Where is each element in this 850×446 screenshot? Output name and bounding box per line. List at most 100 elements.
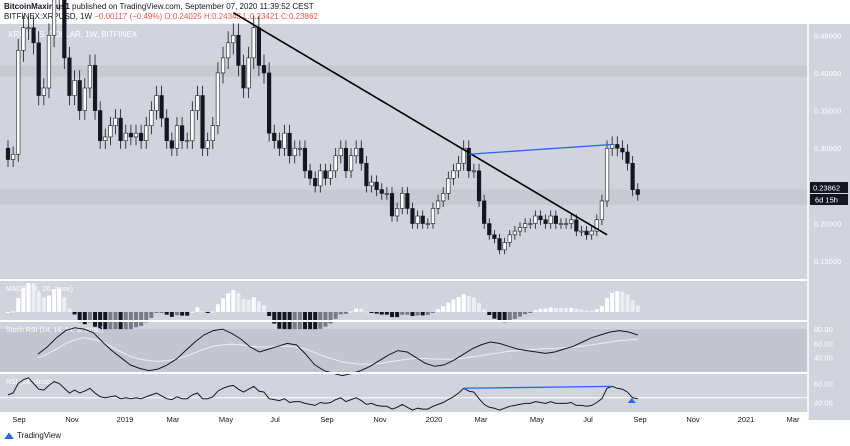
candle-body — [328, 170, 333, 179]
macd-histogram-bar — [57, 288, 62, 312]
macd-histogram-bar — [72, 312, 77, 315]
macd-histogram-bar — [144, 312, 149, 323]
candle-body — [113, 117, 118, 126]
macd-histogram-bar — [164, 312, 169, 315]
candle-body — [21, 27, 26, 51]
candle-body — [169, 140, 174, 149]
candle-body — [220, 57, 226, 74]
candle-body — [51, 0, 57, 36]
candle-body — [502, 242, 507, 251]
macd-histogram-bar — [553, 307, 558, 312]
candles — [5, 0, 640, 255]
candle-body — [179, 125, 185, 142]
published-text: published on TradingView.com, September … — [72, 2, 314, 11]
candle-body — [92, 65, 98, 111]
candle-body — [128, 132, 133, 138]
candle-body — [348, 155, 354, 172]
candle-body — [497, 238, 502, 251]
time-tick-label: 2019 — [117, 415, 134, 424]
candle-body — [446, 178, 451, 194]
price-axis[interactable] — [808, 24, 850, 420]
candle-body — [405, 193, 410, 209]
candle-body — [210, 125, 215, 142]
macd-histogram-bar — [415, 312, 420, 316]
macd-histogram-bar — [379, 312, 384, 315]
candle-body — [174, 125, 180, 149]
macd-histogram-bar — [98, 312, 103, 333]
candle-body — [62, 0, 67, 59]
rsi-tick-label: 60.00 — [814, 380, 833, 389]
last-price-marker: 0.23862 6d 15h — [810, 182, 848, 205]
candle-body — [241, 65, 246, 89]
macd-histogram-bar — [384, 312, 389, 315]
candle-body — [77, 80, 82, 111]
macd-histogram-bar — [512, 312, 517, 319]
candle-body — [435, 200, 441, 209]
candle-body — [492, 234, 497, 239]
stoch-tick-label: 40.00 — [814, 354, 833, 363]
macd-histogram-bar — [461, 294, 466, 312]
macd-histogram-bar — [231, 290, 236, 312]
candle-body — [374, 181, 379, 190]
macd-histogram-bar — [502, 312, 507, 323]
price-tick-label: 0.20000 — [814, 220, 841, 229]
candle-body — [98, 110, 103, 142]
macd-histogram-bar — [395, 312, 400, 318]
chart-watermark: XRP / U.S. DOLLAR, 1W, BITFINEX — [8, 30, 138, 39]
macd-histogram-bar — [558, 307, 563, 312]
candle-body — [615, 144, 620, 149]
macd-histogram-bar — [31, 283, 36, 312]
candle-body — [302, 147, 308, 172]
candle-body — [185, 140, 190, 143]
candle-body — [200, 95, 205, 149]
candle-body — [313, 178, 318, 187]
candle-body — [584, 230, 589, 236]
candle-body — [103, 136, 108, 142]
time-axis[interactable] — [0, 412, 808, 426]
stoch-rsi-label: Stoch RSI (14, 14, 14, 3, close) — [6, 327, 103, 334]
candle-body — [533, 215, 538, 224]
symbol-ohlc: BITFINEX:XRPUSD, 1W −0.00117 (−0.49%) O:… — [4, 12, 318, 21]
candle-body — [159, 95, 164, 119]
macd-histogram-bar — [169, 312, 174, 317]
macd-histogram-bar — [625, 294, 630, 312]
macd-histogram-bar — [518, 312, 522, 317]
time-tick-label: Jul — [270, 415, 280, 424]
time-tick-label: Nov — [686, 415, 700, 424]
macd-histogram-bar — [487, 312, 492, 316]
candle-body — [471, 170, 477, 173]
candle-body — [354, 147, 359, 157]
tradingview-brand[interactable]: TradingView — [4, 431, 61, 440]
rsi-label: RSI (14, close) — [6, 379, 52, 386]
macd-histogram-bar — [497, 312, 502, 322]
macd-histogram-bar — [21, 288, 26, 312]
low-value: L:0.23421 — [243, 12, 279, 21]
time-tick-label: May — [219, 415, 233, 424]
macd-histogram-bar — [333, 312, 338, 319]
symbol-label: BITFINEX:XRPUSD, 1W — [4, 12, 93, 21]
rsi-tick-label: 40.00 — [814, 399, 833, 408]
macd-histogram-bar — [195, 307, 200, 312]
macd-histogram-bar — [390, 312, 394, 318]
candle-body — [31, 27, 36, 44]
candle-body — [272, 132, 277, 142]
time-axis-ticks: Sep Nov 2019 Mar May Jul Sep Nov 2020 Mar May Jul Se… — [12, 415, 800, 424]
divergence-arrow-icon — [627, 398, 636, 403]
candle-body — [523, 223, 528, 228]
candle-body — [236, 34, 241, 66]
candle-body — [630, 162, 635, 190]
candle-body — [635, 189, 640, 195]
candle-body — [410, 208, 415, 224]
candle-body — [400, 193, 405, 209]
candle-body — [87, 65, 93, 89]
candle-body — [139, 132, 144, 142]
candle-body — [625, 151, 630, 164]
countdown-box — [810, 194, 848, 205]
candle-body — [11, 153, 16, 160]
candle-body — [297, 147, 302, 150]
time-tick-label: Sep — [320, 415, 333, 424]
macd-histogram-bar — [87, 312, 92, 323]
publish-info: BitcoinMaximus1 published on TradingView… — [4, 2, 314, 11]
candle-body — [108, 125, 113, 138]
